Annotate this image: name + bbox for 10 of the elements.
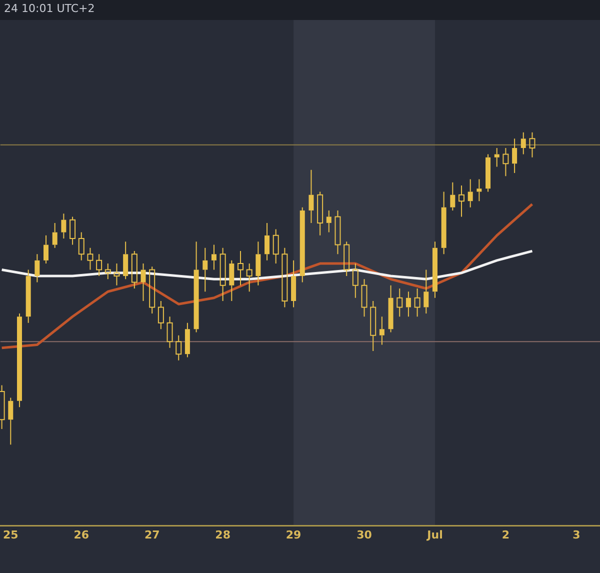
text: 24 10:01 UTC+2 (4, 2, 95, 15)
x-tick-label: 30 (356, 528, 372, 542)
x-tick-label: 27 (144, 528, 160, 542)
x-tick-label: Jul (426, 528, 443, 542)
x-tick-label: 26 (74, 528, 90, 542)
x-tick-label: 28 (215, 528, 230, 542)
x-tick-label: 2 (502, 528, 510, 542)
x-tick-label: 29 (286, 528, 302, 542)
x-tick-label: 3 (572, 528, 580, 542)
x-tick-label: 25 (3, 528, 18, 542)
